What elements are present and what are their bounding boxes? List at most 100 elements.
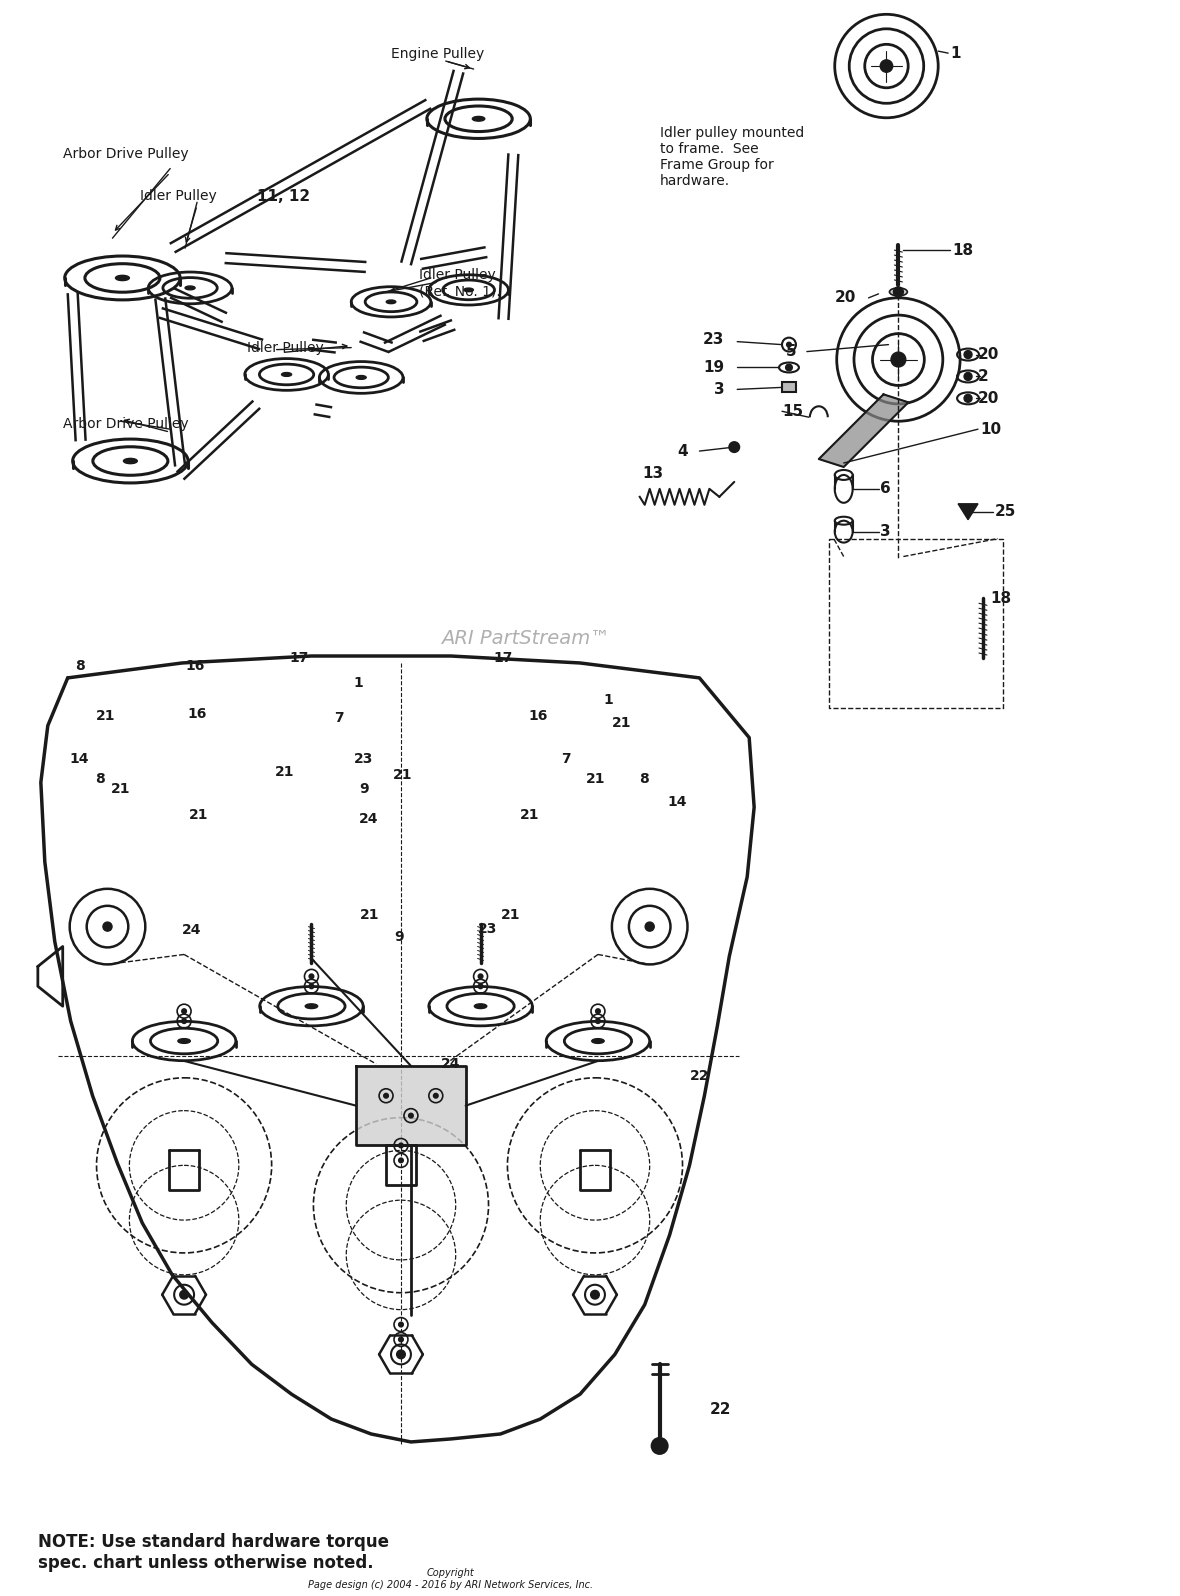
Text: 10: 10 [979,421,1001,437]
Circle shape [434,1093,438,1098]
Text: 21: 21 [519,808,539,822]
Text: 3: 3 [714,381,725,397]
Circle shape [880,59,893,72]
Ellipse shape [185,286,195,290]
Text: Arbor Drive Pulley: Arbor Drive Pulley [63,147,189,161]
Circle shape [645,922,654,930]
Text: 25: 25 [995,504,1016,519]
Text: 21: 21 [189,808,209,822]
Text: 3: 3 [880,523,891,539]
Circle shape [964,351,972,359]
Text: Idler pulley mounted
to frame.  See
Frame Group for
hardware.: Idler pulley mounted to frame. See Frame… [660,126,804,188]
Text: 23: 23 [354,752,373,766]
Circle shape [964,372,972,380]
Text: 23: 23 [478,921,497,935]
Text: 20: 20 [978,391,999,405]
Text: 13: 13 [643,466,664,482]
Circle shape [309,975,314,978]
Polygon shape [356,1066,466,1146]
Circle shape [591,1291,599,1299]
Circle shape [399,1337,402,1342]
Text: 5: 5 [786,345,796,359]
Circle shape [384,1093,388,1098]
Text: 19: 19 [703,361,725,375]
Text: 22: 22 [709,1401,730,1417]
Circle shape [479,975,483,978]
Ellipse shape [178,1039,190,1044]
Text: 20: 20 [835,290,857,305]
Text: Copyright
Page design (c) 2004 - 2016 by ARI Network Services, Inc.: Copyright Page design (c) 2004 - 2016 by… [308,1569,594,1590]
Text: 21: 21 [275,766,294,779]
Text: 20: 20 [978,346,999,362]
Text: 7: 7 [334,710,345,725]
Circle shape [409,1114,413,1117]
Ellipse shape [306,1004,317,1009]
Ellipse shape [472,117,485,121]
Circle shape [651,1438,668,1454]
Text: Idler Pulley: Idler Pulley [140,190,217,203]
Bar [782,383,796,393]
Text: 1: 1 [950,46,961,61]
Ellipse shape [356,375,366,380]
Text: 18: 18 [952,243,974,257]
Text: 16: 16 [188,707,206,721]
Text: 9: 9 [394,929,404,943]
Ellipse shape [591,1039,604,1044]
Text: 21: 21 [586,772,605,787]
Ellipse shape [474,1004,487,1009]
Text: 14: 14 [668,795,687,809]
Text: 1: 1 [603,693,612,707]
Text: 1: 1 [353,675,363,689]
Text: 6: 6 [880,482,891,496]
Circle shape [891,353,906,367]
Circle shape [787,343,791,346]
Circle shape [103,922,112,930]
Ellipse shape [386,300,395,303]
Circle shape [964,394,972,402]
Circle shape [786,364,792,370]
Text: 4: 4 [677,444,688,458]
Text: 23: 23 [703,332,725,348]
Text: 8: 8 [74,659,85,674]
Text: ARI PartStream™: ARI PartStream™ [441,629,610,648]
Circle shape [182,1009,186,1013]
Text: 21: 21 [612,715,631,729]
Text: 11, 12: 11, 12 [257,188,310,204]
Text: 24: 24 [182,922,202,937]
Circle shape [181,1291,188,1299]
Text: 14: 14 [70,752,90,766]
Text: 7: 7 [562,752,571,766]
Text: Arbor Drive Pulley: Arbor Drive Pulley [63,417,189,431]
Text: 24: 24 [441,1057,460,1071]
Ellipse shape [282,372,291,377]
Polygon shape [819,394,909,468]
Polygon shape [958,504,978,520]
Ellipse shape [124,458,137,464]
Text: 21: 21 [393,768,413,782]
Text: 17: 17 [290,651,309,666]
Text: Idler Pulley.: Idler Pulley. [247,340,326,354]
Text: 21: 21 [500,908,520,921]
Text: 8: 8 [638,772,649,787]
Text: NOTE: Use standard hardware torque
spec. chart unless otherwise noted.: NOTE: Use standard hardware torque spec.… [38,1534,389,1572]
Circle shape [396,1350,405,1358]
Text: Engine Pulley: Engine Pulley [391,48,484,61]
Text: 16: 16 [185,659,204,674]
Ellipse shape [116,276,130,281]
Circle shape [596,1009,599,1013]
Circle shape [399,1143,402,1148]
Text: 8: 8 [94,772,104,787]
Text: 15: 15 [782,404,804,418]
Circle shape [182,1020,186,1023]
Circle shape [596,1020,599,1023]
Ellipse shape [464,289,473,292]
Text: 9: 9 [360,782,369,796]
Text: 2: 2 [978,369,989,385]
Text: 21: 21 [360,908,379,921]
Text: 18: 18 [990,591,1011,606]
Text: 24: 24 [359,812,378,827]
Circle shape [399,1159,402,1162]
Text: Idler Pulley
(Ref. No. 1).: Idler Pulley (Ref. No. 1). [419,268,500,298]
Text: 21: 21 [96,709,116,723]
Ellipse shape [890,287,907,295]
